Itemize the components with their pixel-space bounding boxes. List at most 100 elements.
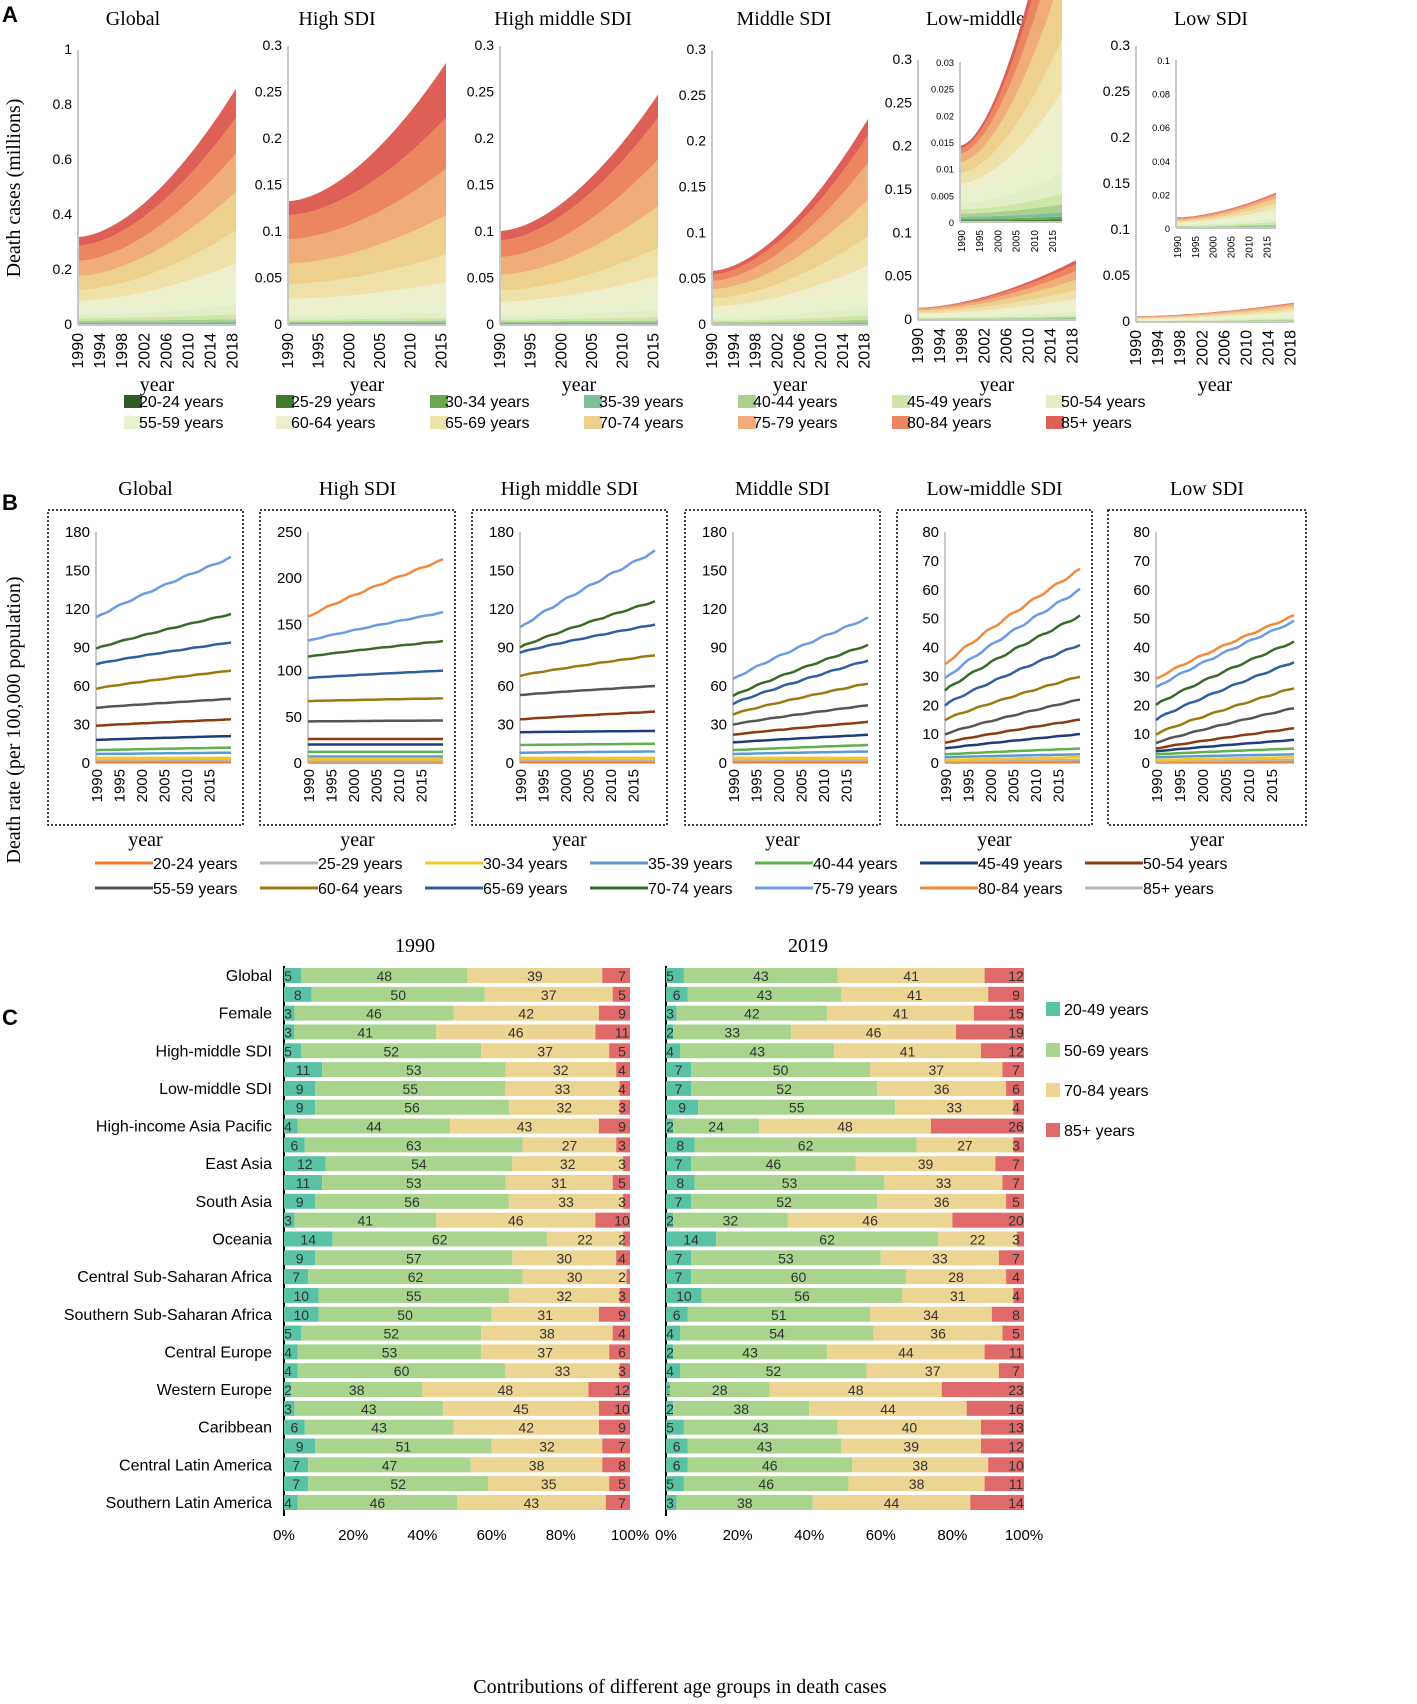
c-xtick-0-1: 20% (338, 1527, 368, 1544)
a-xlabel-4: year (980, 374, 1015, 396)
c-bar-label-1-14-1: 62 (819, 1231, 835, 1247)
panel-c-xlabel: Contributions of different age groups in… (473, 1676, 887, 1698)
b-legend-label-8: 60-64 years (318, 881, 403, 898)
b-line-1-s12 (308, 671, 443, 678)
a-ytick-5-3: 0.15 (1103, 175, 1130, 191)
b-ytick-5-8: 80 (1133, 524, 1150, 541)
a-legend-label-12: 80-84 years (907, 415, 992, 432)
c-bar-label-1-8-0: 2 (666, 1119, 674, 1135)
a-ytick-3-2: 0.1 (687, 224, 707, 240)
c-year-title-0: 1990 (395, 935, 435, 957)
c-bar-label-0-11-3: 5 (618, 1175, 626, 1191)
b-xtick-2-1: 1995 (536, 769, 553, 802)
a-ytick-4-6: 0.3 (893, 51, 913, 67)
a-xtick-4-6: 2014 (1043, 328, 1060, 364)
c-bar-label-0-28-0: 4 (284, 1495, 292, 1511)
c-bar-label-1-3-0: 2 (666, 1024, 674, 1040)
c-bar-label-1-12-2: 36 (934, 1194, 950, 1210)
c-bar-label-0-23-2: 45 (513, 1401, 529, 1417)
c-bar-label-1-26-3: 10 (1008, 1457, 1024, 1473)
c-bar-label-1-10-0: 7 (675, 1156, 683, 1172)
c-bar-label-1-6-2: 36 (934, 1081, 950, 1097)
c-bar-label-1-12-1: 52 (776, 1194, 792, 1210)
a-ytick-1-5: 0.25 (255, 84, 282, 100)
a-ytick-5-4: 0.2 (1111, 129, 1131, 145)
c-bar-label-0-7-3: 3 (618, 1100, 626, 1116)
a-legend-label-11: 75-79 years (753, 415, 838, 432)
c-xtick-1-1: 20% (723, 1527, 753, 1544)
a-xtick-4-0: 1990 (910, 328, 927, 364)
a-ytick-3-3: 0.15 (679, 179, 706, 195)
b-ytick-5-2: 20 (1133, 697, 1150, 714)
c-row-label-2: Female (219, 1006, 272, 1023)
c-bar-label-0-22-1: 38 (349, 1382, 365, 1398)
b-line-2-s9 (520, 712, 655, 720)
c-bar-label-0-14-2: 22 (577, 1231, 593, 1247)
c-bar-label-1-22-3: 23 (1008, 1382, 1024, 1398)
c-bar-label-0-8-2: 43 (517, 1119, 533, 1135)
b-ytick-2-6: 180 (489, 524, 514, 541)
b-xtick-2-5: 2015 (626, 769, 643, 802)
b-ytick-3-6: 180 (702, 524, 727, 541)
c-bar-label-0-11-1: 53 (406, 1175, 422, 1191)
c-bar-label-1-2-3: 15 (1008, 1006, 1024, 1022)
c-bar-label-0-9-3: 3 (618, 1137, 626, 1153)
c-bar-label-0-10-1: 54 (411, 1156, 427, 1172)
c-bar-label-1-12-0: 7 (675, 1194, 683, 1210)
c-legend-label-3: 85+ years (1064, 1123, 1135, 1140)
c-bar-label-1-3-3: 19 (1008, 1024, 1024, 1040)
b-ytick-5-7: 70 (1133, 553, 1150, 570)
c-bar-label-0-14-1: 62 (432, 1231, 448, 1247)
a-ytick-3-6: 0.3 (687, 41, 707, 57)
c-bar-label-0-14-3: 2 (618, 1231, 626, 1247)
c-bar-label-1-13-3: 20 (1008, 1213, 1024, 1229)
c-bar-label-1-6-3: 6 (1012, 1081, 1020, 1097)
b-ytick-1-4: 200 (277, 570, 302, 587)
a-ytick-2-3: 0.15 (467, 177, 494, 193)
c-bar-label-1-19-3: 5 (1012, 1326, 1020, 1342)
panel-c-letter: C (2, 1005, 18, 1030)
c-xtick-0-4: 80% (546, 1527, 576, 1544)
b-xlabel-2: year (552, 829, 587, 851)
c-bar-label-0-28-3: 7 (618, 1495, 626, 1511)
c-bar-label-1-17-1: 56 (794, 1288, 810, 1304)
b-legend-label-4: 40-44 years (813, 856, 898, 873)
b-ytick-2-3: 90 (497, 640, 514, 657)
b-line-0-s9 (96, 719, 231, 726)
a-xtick-1-3: 2005 (372, 333, 389, 369)
c-bar-label-0-13-0: 3 (284, 1213, 292, 1229)
c-bar-label-1-1-0: 6 (673, 987, 681, 1003)
a-xtick-2-5: 2015 (645, 333, 662, 369)
c-bar-label-0-6-0: 9 (296, 1081, 304, 1097)
b-line-4-s8 (945, 734, 1080, 748)
c-bar-label-0-20-2: 37 (537, 1344, 553, 1360)
b-xtick-1-3: 2005 (369, 769, 386, 802)
b-legend-label-0: 20-24 years (153, 856, 238, 873)
b-line-0-s11 (96, 671, 231, 689)
a-ytick-3-5: 0.25 (679, 87, 706, 103)
a-inset-ytick-4-3: 0.015 (931, 138, 954, 148)
a-legend-label-7: 55-59 years (139, 415, 224, 432)
b-line-5-s14 (1156, 621, 1294, 687)
b-legend-label-7: 55-59 years (153, 881, 238, 898)
b-line-0-s10 (96, 699, 231, 708)
a-ytick-1-3: 0.15 (255, 177, 282, 193)
c-bar-label-0-0-2: 39 (527, 968, 543, 984)
b-xtick-3-3: 2005 (794, 769, 811, 802)
b-xtick-0-4: 2010 (179, 769, 196, 802)
c-bar-label-1-11-0: 8 (676, 1175, 684, 1191)
c-bar-label-1-17-0: 10 (676, 1288, 692, 1304)
a-xtick-2-0: 1990 (492, 333, 509, 369)
a-xlabel-1: year (350, 374, 385, 396)
c-bar-label-1-13-2: 46 (862, 1213, 878, 1229)
c-bar-label-0-9-0: 6 (291, 1137, 299, 1153)
c-bar-label-0-11-0: 11 (296, 1175, 311, 1191)
c-row-label-6: Low-middle SDI (159, 1081, 272, 1098)
c-bar-label-1-18-1: 51 (771, 1307, 787, 1323)
b-line-2-s13 (520, 601, 655, 647)
c-bar-label-1-27-0: 5 (666, 1476, 674, 1492)
a-xtick-3-5: 2010 (813, 333, 830, 369)
c-bar-label-0-24-2: 42 (518, 1420, 534, 1436)
c-bar-label-0-21-0: 4 (284, 1363, 292, 1379)
